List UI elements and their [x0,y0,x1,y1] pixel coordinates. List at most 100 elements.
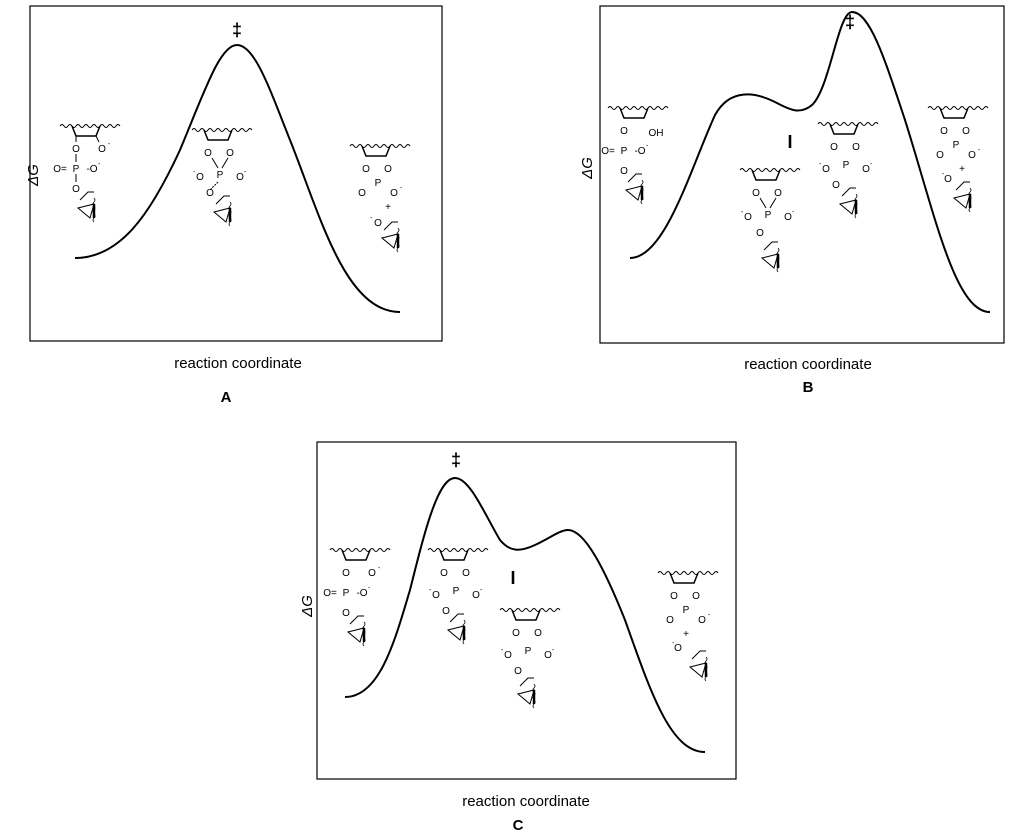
panel-c-reactant-structure: O O - P O= -O - O [323,548,391,648]
panel-c-xlabel: reaction coordinate [462,793,590,810]
svg-text:-: - [672,640,675,647]
svg-text:O: O [756,228,764,239]
svg-text:P: P [843,160,850,171]
svg-text:O: O [442,606,450,617]
svg-text:O: O [534,628,542,639]
svg-text:O: O [832,180,840,191]
svg-text:O: O [196,172,204,183]
panel-c-frame [316,441,737,780]
panel-b-frame [599,5,1005,344]
svg-text:-: - [480,587,483,594]
svg-text:O: O [936,150,944,161]
panel-a-ylabel: ΔG [25,164,42,187]
svg-text:O: O [72,184,80,195]
panel-c-intermediate-structure: O O P O - O - O [499,608,561,710]
svg-text:O=: O= [323,588,337,599]
svg-text:-: - [98,161,101,168]
svg-text:-O: -O [356,588,367,599]
svg-text:O: O [698,615,706,626]
svg-text:O: O [358,188,366,199]
svg-text:O: O [962,126,970,137]
svg-text:-O: -O [634,146,645,157]
svg-text:O: O [226,148,234,159]
svg-text:O: O [784,212,792,223]
svg-text:O: O [342,608,350,619]
svg-text:O: O [774,188,782,199]
svg-text:P: P [73,164,80,175]
svg-text:-: - [552,647,555,654]
svg-text:P: P [953,140,960,151]
svg-text:-: - [501,647,504,654]
svg-text:O: O [670,591,678,602]
svg-text:O: O [98,144,106,155]
svg-text:O: O [384,164,392,175]
svg-text:-: - [244,169,247,176]
svg-text:O: O [472,590,480,601]
svg-text:O: O [674,643,682,654]
svg-text:O=: O= [601,146,615,157]
panel-c: ΔG ‡ I reaction coordinate C O O - P O= … [299,441,737,834]
panel-a-ts-mark: ‡ [232,20,242,40]
svg-text:O: O [462,568,470,579]
panel-a-product-structure: O O P O O - + O - [349,144,411,254]
svg-text:O: O [362,164,370,175]
panel-b-xlabel: reaction coordinate [744,356,872,373]
panel-b-ylabel: ΔG [579,157,596,180]
panel-a-label: A [221,389,232,406]
svg-text:-: - [870,161,873,168]
svg-text:-: - [429,587,432,594]
svg-text:-: - [741,209,744,216]
svg-text:O: O [852,142,860,153]
panel-a-xlabel: reaction coordinate [174,355,302,372]
svg-text:O: O [432,590,440,601]
panel-b-product-structure: O O P O O - + O - [927,106,989,214]
panel-c-intermediate-mark: I [510,568,515,588]
svg-text:O: O [342,568,350,579]
svg-text:-: - [819,161,822,168]
svg-text:-: - [368,585,371,592]
svg-text:-: - [400,185,403,192]
svg-text:-: - [378,565,381,572]
svg-text:-: - [193,169,196,176]
svg-text:O: O [72,144,80,155]
svg-text:P: P [525,646,532,657]
svg-text:O: O [830,142,838,153]
panel-b-ts-structure: O O P O - O - O [817,122,879,220]
panel-c-energy-curve [344,476,706,753]
svg-text:O: O [374,218,382,229]
svg-text:O: O [514,666,522,677]
panel-b-intermediate-structure: O O P O - O - O [739,168,801,274]
panel-c-ylabel: ΔG [299,595,316,618]
svg-text:O: O [504,650,512,661]
panel-b-energy-curve [629,10,991,313]
svg-text:O: O [368,568,376,579]
svg-text:P: P [343,588,350,599]
svg-text:-: - [708,612,711,619]
svg-text:P: P [621,146,628,157]
svg-text:O=: O= [53,164,67,175]
svg-text:+: + [385,202,391,213]
svg-text:P: P [683,605,690,616]
svg-text:O: O [440,568,448,579]
panel-b-reactant-structure: O OH P O= -O - O [601,106,669,206]
svg-text:O: O [752,188,760,199]
svg-text:O: O [620,166,628,177]
panel-a-ts-structure: O O P O - O - O [191,128,253,228]
panel-c-label: C [513,817,524,834]
panel-c-ts-mark: ‡ [451,450,461,470]
svg-text:O: O [940,126,948,137]
svg-text:-: - [370,215,373,222]
svg-text:O: O [968,150,976,161]
panel-b: ΔG ‡ I reaction coordinate B O OH P O= -… [579,5,1005,396]
svg-text:O: O [512,628,520,639]
panel-a-energy-curve [74,43,401,313]
svg-text:-: - [792,209,795,216]
svg-text:+: + [683,629,689,640]
panel-b-ts-mark: ‡ [845,12,855,32]
svg-text:-: - [942,171,945,178]
svg-text:P: P [453,586,460,597]
svg-text:P: P [765,210,772,221]
svg-text:O: O [544,650,552,661]
svg-text:O: O [822,164,830,175]
